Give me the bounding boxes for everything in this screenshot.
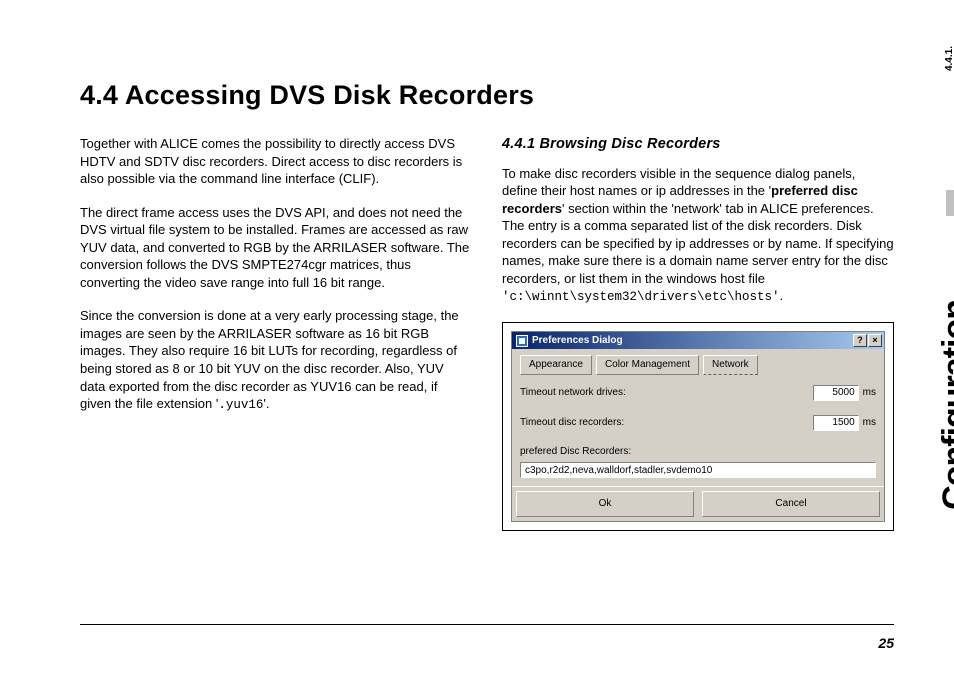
timeout-network-input[interactable]: 5000 bbox=[813, 385, 859, 401]
paragraph: Together with ALICE comes the possibilit… bbox=[80, 135, 472, 188]
preferred-recorders-label: prefered Disc Recorders: bbox=[520, 445, 876, 459]
page: 4.4 Accessing DVS Disk Recorders Togethe… bbox=[0, 0, 954, 673]
timeout-disc-input[interactable]: 1500 bbox=[813, 415, 859, 431]
tab-color-management[interactable]: Color Management bbox=[596, 355, 699, 375]
help-button[interactable]: ? bbox=[853, 334, 867, 347]
dialog-tabs: Appearance Color Management Network bbox=[520, 355, 876, 375]
margin-chapter-label: Configuration bbox=[936, 300, 954, 510]
dialog-body: Appearance Color Management Network Time… bbox=[512, 349, 884, 521]
paragraph: The direct frame access uses the DVS API… bbox=[80, 204, 472, 292]
preferred-recorders-input[interactable]: c3po,r2d2,neva,walldorf,stadler,svdemo10 bbox=[520, 462, 876, 478]
timeout-network-input-wrap: 5000 ms bbox=[813, 385, 876, 401]
timeout-disc-unit: ms bbox=[863, 416, 876, 430]
two-column-body: Together with ALICE comes the possibilit… bbox=[80, 135, 894, 531]
text-run: '. bbox=[263, 396, 269, 411]
timeout-disc-row: Timeout disc recorders: 1500 ms bbox=[520, 415, 876, 431]
code-run: .yuv16 bbox=[218, 398, 263, 412]
thumb-tab bbox=[946, 190, 954, 216]
right-column: 4.4.1 Browsing Disc Recorders To make di… bbox=[502, 135, 894, 531]
dialog-button-row: Ok Cancel bbox=[512, 486, 884, 521]
code-run: 'c:\winnt\system32\drivers\etc\hosts' bbox=[502, 290, 780, 304]
footer-rule bbox=[80, 624, 894, 625]
close-button[interactable]: × bbox=[868, 334, 882, 347]
preferences-dialog: Preferences Dialog ? × Appearance Color … bbox=[511, 331, 885, 522]
ok-button[interactable]: Ok bbox=[516, 491, 694, 517]
dialog-title: Preferences Dialog bbox=[532, 334, 853, 348]
section-heading: 4.4 Accessing DVS Disk Recorders bbox=[80, 80, 894, 111]
paragraph: Since the conversion is done at a very e… bbox=[80, 307, 472, 414]
titlebar-buttons: ? × bbox=[853, 334, 882, 347]
left-column: Together with ALICE comes the possibilit… bbox=[80, 135, 472, 531]
subsection-heading: 4.4.1 Browsing Disc Recorders bbox=[502, 135, 894, 155]
cancel-button[interactable]: Cancel bbox=[702, 491, 880, 517]
timeout-disc-label: Timeout disc recorders: bbox=[520, 416, 624, 430]
window-icon bbox=[516, 335, 528, 347]
timeout-network-row: Timeout network drives: 5000 ms bbox=[520, 385, 876, 401]
timeout-network-unit: ms bbox=[863, 386, 876, 400]
dialog-titlebar: Preferences Dialog ? × bbox=[512, 332, 884, 349]
paragraph: To make disc recorders visible in the se… bbox=[502, 165, 894, 307]
tab-appearance[interactable]: Appearance bbox=[520, 355, 592, 375]
timeout-disc-input-wrap: 1500 ms bbox=[813, 415, 876, 431]
timeout-network-label: Timeout network drives: bbox=[520, 386, 626, 400]
text-run: . bbox=[780, 288, 784, 303]
margin-section-number: 4.4.1. bbox=[944, 46, 954, 71]
tab-network[interactable]: Network bbox=[703, 355, 758, 375]
page-number: 25 bbox=[878, 635, 894, 651]
dialog-figure: Preferences Dialog ? × Appearance Color … bbox=[502, 322, 894, 531]
